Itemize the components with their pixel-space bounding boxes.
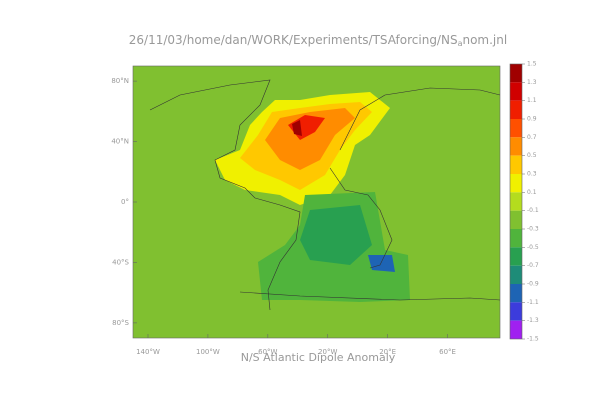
colorbar-label: -0.3	[527, 226, 539, 233]
anomaly-region	[265, 108, 355, 170]
colorbar-label: 1.3	[527, 79, 537, 86]
colorbar-label: 0.5	[527, 152, 537, 159]
y-tick-label: 0°	[121, 198, 129, 206]
anomaly-region	[292, 120, 302, 136]
map-panel	[132, 65, 501, 339]
colorbar-label: -0.9	[527, 281, 539, 288]
colorbar-swatch	[510, 192, 522, 211]
colorbar-label: -0.7	[527, 262, 539, 269]
colorbar-label: -0.1	[527, 207, 539, 214]
colorbar-swatch	[510, 210, 522, 229]
title-subscript: a	[458, 39, 463, 48]
y-tick-label: 40°N	[111, 138, 129, 146]
colorbar-swatch	[510, 100, 522, 119]
title-prefix: 26/11/03/home/dan/WORK/Experiments/TSAfo…	[129, 33, 458, 47]
colorbar-swatch	[510, 82, 522, 101]
colorbar-label: 0.3	[527, 171, 537, 178]
x-tick-label: 140°W	[136, 348, 160, 356]
colorbar-swatch	[510, 284, 522, 303]
x-tick-label: 20°E	[379, 348, 396, 356]
colorbar-swatch	[510, 247, 522, 266]
colorbar-label: -1.5	[527, 336, 539, 343]
colorbar-swatch	[510, 302, 522, 321]
y-tick-label: 80°S	[112, 319, 129, 327]
colorbar-frame	[509, 63, 523, 340]
colorbar-swatch	[510, 229, 522, 248]
x-tick-label: 20°W	[318, 348, 337, 356]
colorbar-label: -1.1	[527, 299, 539, 306]
colorbar-swatch	[510, 155, 522, 174]
colorbar-swatch	[510, 137, 522, 156]
coastlines	[149, 79, 501, 311]
x-tick-label: 100°W	[196, 348, 220, 356]
title: 26/11/03/home/dan/WORK/Experiments/TSAfo…	[129, 33, 507, 48]
colorbar-label: 1.1	[527, 97, 537, 104]
y-tick-label: 80°N	[111, 77, 129, 85]
colorbar-label: 0.9	[527, 116, 537, 123]
x-tick-label: 60°E	[439, 348, 456, 356]
colorbar-label: 0.7	[527, 134, 537, 141]
colorbar-swatch	[510, 265, 522, 284]
colorbar-swatch	[510, 119, 522, 138]
x-tick-label: 60°W	[258, 348, 277, 356]
colorbar-label: -0.5	[527, 244, 539, 251]
colorbar-swatch	[510, 320, 522, 339]
colorbar-label: 0.1	[527, 189, 537, 196]
caption: N/S Atlantic Dipole Anomaly	[241, 351, 396, 364]
colorbar-swatch	[510, 64, 522, 83]
colorbar-label: 1.5	[527, 61, 537, 68]
y-tick-label: 40°S	[112, 258, 129, 266]
title-suffix: nom.jnl	[462, 33, 507, 47]
colorbar-swatch	[510, 174, 522, 193]
anomaly-region	[368, 255, 395, 272]
anomaly-region	[300, 205, 372, 265]
colorbar-label: -1.3	[527, 317, 539, 324]
